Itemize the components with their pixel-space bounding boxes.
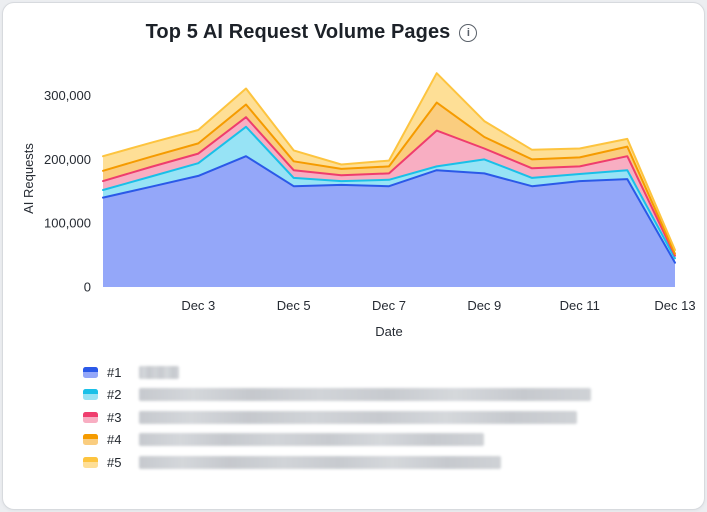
- series-line-2[interactable]: [102, 125, 676, 260]
- y-tick-label: 200,000: [44, 152, 91, 167]
- chart-header: Top 5 AI Request Volume Pages i: [3, 21, 662, 44]
- legend-rank-label: #3: [107, 409, 122, 425]
- legend-item-3[interactable]: #3: [83, 406, 704, 429]
- legend: #1 #2 #3 #4 #5: [83, 361, 704, 474]
- series-line-4[interactable]: [102, 101, 676, 255]
- x-tick-label: Dec 13: [654, 298, 695, 313]
- legend-rank-label: #2: [107, 387, 122, 403]
- y-tick-label: 0: [84, 280, 91, 295]
- y-tick-label: 300,000: [44, 88, 91, 103]
- legend-label-redacted: [139, 433, 484, 447]
- legend-rank-label: #1: [107, 364, 122, 380]
- legend-item-4[interactable]: #4: [83, 429, 704, 452]
- stacked-area-chart[interactable]: 0 100,000 200,000 300,000 Dec 3 Dec 5 Dec 7 Dec…: [17, 52, 695, 347]
- x-tick-label: Dec 7: [372, 298, 406, 313]
- x-tick-label: Dec 5: [277, 298, 311, 313]
- legend-item-2[interactable]: #2: [83, 384, 704, 407]
- legend-swatch-icon: [83, 456, 98, 468]
- legend-swatch-icon: [83, 434, 98, 446]
- series-line-3[interactable]: [102, 116, 676, 257]
- legend-swatch-icon: [83, 366, 98, 378]
- legend-label-redacted: [139, 365, 179, 379]
- series-line-5[interactable]: [102, 72, 676, 251]
- x-tick-label: Dec 9: [467, 298, 501, 313]
- y-tick-label: 100,000: [44, 216, 91, 231]
- legend-rank-label: #5: [107, 454, 122, 470]
- area-band-1[interactable]: [103, 156, 675, 287]
- legend-label-redacted: [139, 455, 501, 469]
- x-tick-label: Dec 3: [181, 298, 215, 313]
- info-icon[interactable]: i: [459, 23, 478, 42]
- legend-label-redacted: [139, 410, 577, 424]
- x-tick-label: Dec 11: [560, 298, 600, 313]
- legend-label-redacted: [139, 388, 591, 402]
- legend-rank-label: #4: [107, 432, 122, 448]
- legend-item-1[interactable]: #1: [83, 361, 704, 384]
- legend-swatch-icon: [83, 389, 98, 401]
- x-axis-title: Date: [375, 324, 402, 339]
- chart-title: Top 5 AI Request Volume Pages: [145, 21, 451, 43]
- y-axis-title: AI Requests: [21, 143, 36, 214]
- area-band-5[interactable]: [103, 73, 675, 254]
- series-line-1[interactable]: [102, 155, 676, 264]
- legend-item-5[interactable]: #5: [83, 451, 704, 474]
- legend-swatch-icon: [83, 411, 98, 423]
